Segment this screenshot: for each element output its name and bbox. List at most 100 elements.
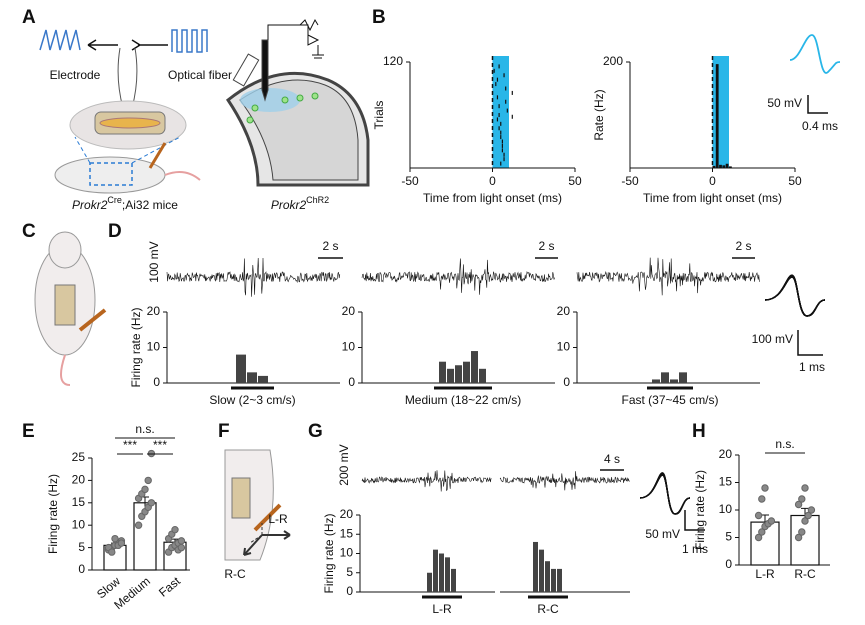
y-tick-label: 15 [719, 475, 733, 489]
axis-label: Firing rate (Hz) [46, 474, 60, 554]
axis-label: Rate (Hz) [592, 89, 606, 140]
label: 2 s [322, 239, 338, 253]
gene-label: Prokr2ChR2 [271, 195, 329, 212]
mean-waveform [789, 34, 841, 74]
data-point [177, 543, 186, 552]
scale-bar [797, 330, 823, 356]
data-point [141, 485, 149, 494]
y-tick-label: 20 [72, 473, 86, 487]
bar [790, 514, 820, 566]
bar [722, 165, 726, 168]
panel-letter: A [22, 7, 36, 28]
y-tick-label: 0 [563, 375, 570, 389]
y-tick-label: 10 [719, 502, 733, 516]
panel-a-art [39, 29, 208, 194]
bar [719, 164, 722, 168]
bar [439, 553, 444, 592]
axis-label: 100 mV [147, 241, 161, 282]
bar [539, 549, 544, 592]
x-axis-label: Fast (37~45 cm/s) [621, 393, 718, 407]
label: 50 mV [645, 527, 680, 541]
bar [236, 354, 246, 383]
label: Electrode [50, 68, 101, 82]
x-axis-label: Slow (2~3 cm/s) [209, 393, 295, 407]
y-tick-label: 20 [342, 304, 356, 318]
axis-label: Firing rate (Hz) [693, 470, 707, 550]
data-point [758, 528, 766, 536]
bar [652, 379, 660, 383]
data-point [801, 484, 809, 492]
data-point [754, 533, 763, 542]
panel-letter: E [22, 421, 35, 442]
bar [471, 351, 478, 383]
data-point [117, 539, 126, 547]
significance-label: *** [123, 438, 137, 452]
voltage-trace [166, 257, 341, 297]
y-tick-label: 20 [340, 507, 354, 521]
y-tick-label: 15 [72, 495, 86, 509]
data-point [111, 534, 119, 543]
y-tick-label: 20 [719, 447, 733, 461]
y-tick-label: 0 [348, 375, 355, 389]
x-tick-label: 0 [489, 174, 496, 188]
panel-a-brain [225, 18, 370, 187]
scale-bar [807, 95, 828, 114]
data-point [801, 517, 809, 525]
significance-label: n.s. [775, 437, 794, 451]
bar [725, 163, 729, 168]
x-tick-label: L-R [755, 567, 775, 581]
bar [258, 375, 268, 383]
x-axis-label: Time from light onset (ms) [423, 191, 562, 205]
data-point [177, 537, 186, 545]
data-point [807, 506, 816, 514]
bar [661, 372, 669, 383]
x-axis-label: L-R [432, 602, 452, 616]
label: 0.4 ms [802, 119, 838, 133]
bar [545, 561, 550, 592]
x-axis-label: Time from light onset (ms) [643, 191, 782, 205]
bar [455, 365, 462, 383]
data-point [108, 548, 116, 556]
data-point [754, 511, 763, 520]
panel-letter: D [108, 221, 122, 242]
bar [445, 557, 450, 592]
y-tick-label: 0 [78, 562, 85, 576]
gene: Prokr2 [271, 198, 307, 212]
bar [427, 572, 432, 592]
panel-letter: C [22, 221, 36, 242]
spike-waveform [639, 474, 691, 515]
label: 50 mV [767, 96, 802, 110]
label: 100 mV [752, 332, 793, 346]
bar [679, 372, 687, 383]
panel-c-art [34, 231, 107, 386]
data-point [761, 484, 769, 492]
scale-bar [684, 510, 705, 531]
gene-label: Prokr2Cre;Ai32 mice [72, 195, 178, 212]
x-tick-label: -50 [401, 174, 419, 188]
x-tick-label: -50 [621, 174, 639, 188]
data-point [794, 500, 803, 509]
bar [670, 379, 678, 383]
bar [712, 165, 716, 168]
panel-letter: G [308, 421, 323, 442]
axis-label: Firing rate (Hz) [322, 513, 336, 593]
label: 2 s [735, 239, 751, 253]
data-point [767, 517, 776, 525]
data-point [147, 499, 156, 507]
y-tick-label: 10 [147, 340, 161, 354]
data-point [171, 525, 179, 534]
y-tick-label: 5 [725, 530, 732, 544]
bar [715, 64, 719, 168]
voltage-trace [576, 257, 760, 296]
data-point [794, 533, 803, 542]
panel-f-art [224, 449, 291, 561]
panel-letter: F [218, 421, 230, 442]
data-point [144, 476, 152, 485]
y-tick-label: 10 [342, 340, 356, 354]
bar [447, 368, 454, 383]
bar [533, 541, 538, 592]
data-point [134, 521, 143, 529]
gene: Prokr2 [72, 198, 108, 212]
y-tick-label: 20 [557, 304, 571, 318]
panel-letter: H [692, 421, 706, 442]
